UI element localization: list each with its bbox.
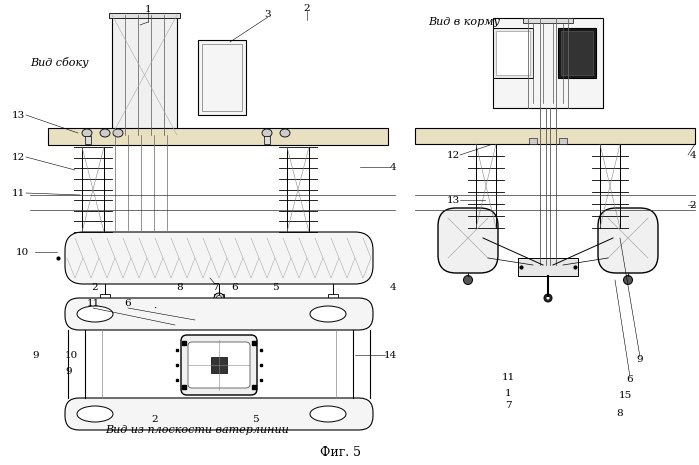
Text: Вид из плоскости ватерлинии: Вид из плоскости ватерлинии — [105, 425, 289, 435]
Ellipse shape — [310, 306, 346, 322]
Ellipse shape — [217, 295, 222, 300]
Text: 9: 9 — [65, 367, 71, 377]
Bar — [264, 136, 270, 144]
Text: 11: 11 — [11, 188, 24, 198]
Text: 8: 8 — [177, 283, 183, 292]
Bar — [214, 294, 224, 302]
Text: Вид в корму: Вид в корму — [428, 17, 500, 27]
Ellipse shape — [100, 129, 110, 137]
Bar — [536, 263, 560, 265]
Bar — [496, 31, 530, 75]
Text: 15: 15 — [619, 391, 632, 399]
Text: 8: 8 — [617, 408, 624, 418]
FancyBboxPatch shape — [188, 342, 250, 388]
Text: 1: 1 — [145, 5, 151, 13]
Text: 11: 11 — [501, 373, 514, 383]
Bar — [415, 128, 695, 144]
Text: 6: 6 — [124, 299, 131, 308]
Text: 11: 11 — [87, 299, 100, 308]
Text: 10: 10 — [15, 247, 29, 257]
Bar — [112, 15, 177, 135]
Text: 2: 2 — [690, 200, 696, 210]
FancyBboxPatch shape — [65, 298, 373, 330]
Ellipse shape — [463, 275, 473, 285]
Text: ·: · — [153, 304, 157, 312]
FancyBboxPatch shape — [438, 208, 498, 273]
Text: 9: 9 — [637, 356, 643, 365]
Ellipse shape — [310, 406, 346, 422]
FancyBboxPatch shape — [65, 398, 373, 430]
Ellipse shape — [546, 296, 550, 300]
Text: 4: 4 — [389, 283, 396, 292]
Text: 2: 2 — [92, 283, 99, 292]
Ellipse shape — [544, 294, 552, 302]
Ellipse shape — [624, 275, 633, 285]
FancyBboxPatch shape — [598, 208, 658, 273]
Text: 13: 13 — [11, 111, 24, 120]
Bar — [48, 128, 388, 145]
Bar — [558, 28, 596, 78]
Text: 7: 7 — [505, 400, 511, 410]
FancyBboxPatch shape — [181, 335, 257, 395]
Bar — [529, 138, 537, 144]
Bar — [559, 138, 567, 144]
Text: 10: 10 — [65, 351, 78, 359]
Bar — [523, 18, 573, 23]
Bar — [85, 136, 91, 144]
FancyBboxPatch shape — [65, 232, 373, 284]
Ellipse shape — [214, 293, 224, 303]
Text: 5: 5 — [252, 416, 259, 425]
Ellipse shape — [280, 129, 290, 137]
Bar — [518, 258, 578, 276]
Text: 12: 12 — [447, 151, 460, 159]
Text: 1: 1 — [505, 388, 511, 398]
Bar — [493, 28, 533, 78]
Ellipse shape — [113, 129, 123, 137]
Bar — [493, 18, 603, 108]
Text: 4: 4 — [690, 151, 696, 159]
Text: 2: 2 — [152, 416, 158, 425]
Text: 14: 14 — [383, 351, 396, 359]
Bar — [198, 40, 246, 115]
Bar — [202, 44, 242, 111]
Ellipse shape — [77, 406, 113, 422]
Text: 3: 3 — [265, 9, 271, 19]
Text: 12: 12 — [11, 153, 24, 161]
Ellipse shape — [77, 306, 113, 322]
Ellipse shape — [262, 129, 272, 137]
Text: 4: 4 — [389, 162, 396, 172]
Text: 9: 9 — [32, 351, 38, 359]
Text: 6: 6 — [231, 283, 238, 292]
Bar — [328, 294, 338, 302]
Text: 2: 2 — [303, 4, 310, 13]
Text: 7: 7 — [212, 283, 218, 292]
Ellipse shape — [82, 129, 92, 137]
Bar — [109, 13, 180, 18]
Text: 6: 6 — [627, 376, 633, 385]
Bar — [100, 294, 110, 302]
Bar — [211, 357, 227, 373]
Text: Фиг. 5: Фиг. 5 — [319, 446, 361, 459]
Text: 5: 5 — [272, 283, 278, 292]
Bar — [561, 31, 593, 75]
Text: 13: 13 — [447, 195, 460, 205]
Text: Вид сбоку: Вид сбоку — [30, 57, 89, 67]
